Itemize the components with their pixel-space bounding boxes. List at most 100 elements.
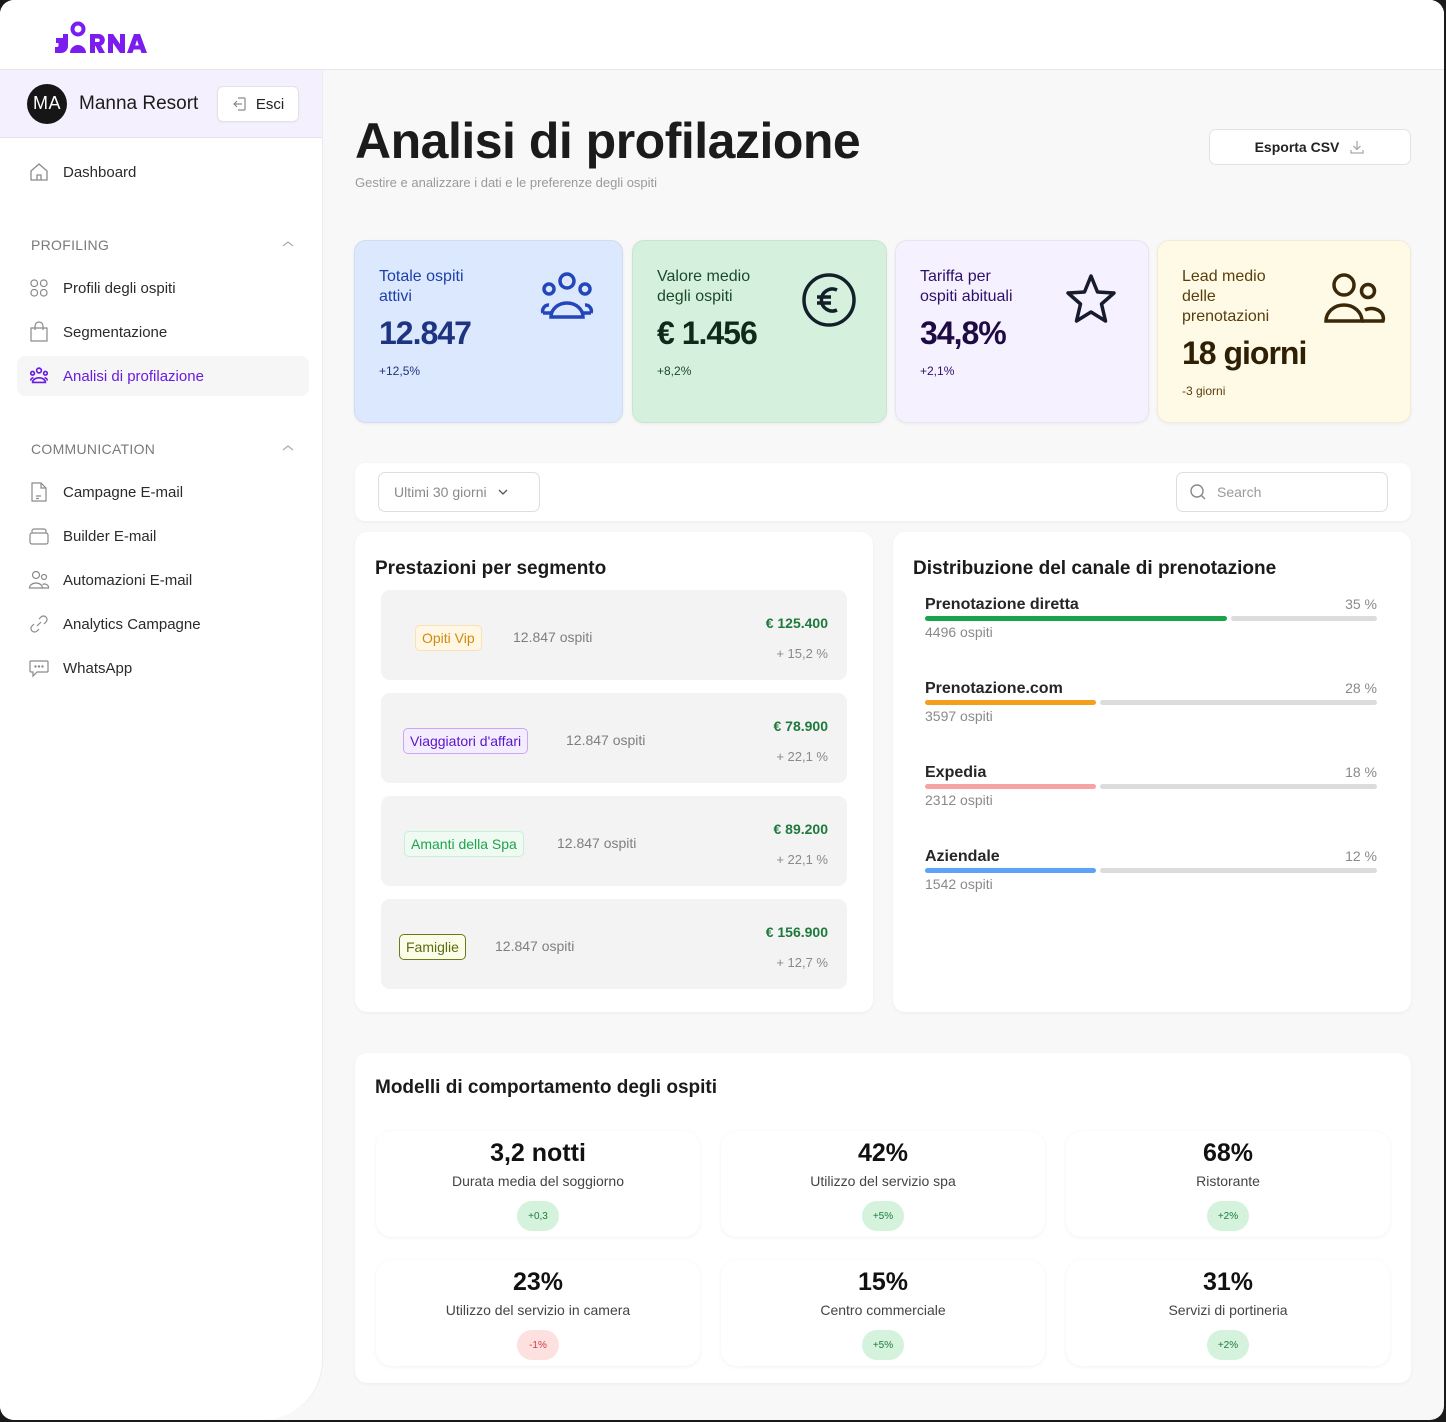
behavior-delta-badge: +0,3 (517, 1201, 559, 1231)
sidebar: MA Manna Resort Esci Dashboard PROFILING… (0, 70, 323, 1420)
segment-amount: € 78.900 (773, 718, 829, 734)
users-icon (27, 568, 51, 592)
channel-guests: 1542 ospiti (925, 876, 993, 892)
kpi-value: 12.847 (379, 315, 472, 351)
section-header-profiling: PROFILING (31, 237, 110, 253)
shopping-bag-icon (27, 320, 51, 344)
search-input[interactable]: Search (1176, 472, 1388, 512)
behavior-value: 68% (1202, 1139, 1254, 1167)
chevron-up-icon[interactable] (281, 443, 295, 453)
behavior-stat: 3,2 notti Durata media del soggiorno +0,… (376, 1131, 700, 1237)
search-icon (1190, 484, 1206, 500)
logout-label: Esci (255, 95, 285, 113)
top-bar (0, 0, 1444, 70)
users-group-icon (27, 364, 51, 388)
behavior-value: 23% (512, 1268, 564, 1296)
channel-percent: 28 % (1345, 680, 1377, 696)
kpi-label: Valore medio degli ospiti (657, 268, 751, 305)
channel-name: Aziendale (925, 848, 1000, 865)
account-name: Manna Resort (79, 92, 199, 114)
jorna-logo[interactable] (54, 20, 158, 54)
segment-row[interactable]: Viaggiatori d'affari 12.847 ospiti € 78.… (381, 693, 847, 783)
segment-performance-card: Prestazioni per segmento Opiti Vip 12.84… (355, 532, 873, 1012)
logout-button[interactable]: Esci (217, 86, 299, 122)
segment-row[interactable]: Famiglie 12.847 ospiti € 156.900 + 12,7 … (381, 899, 847, 989)
sidebar-item-automazioni-email[interactable]: Automazioni E-mail (17, 560, 309, 600)
channel-guests: 3597 ospiti (925, 708, 993, 724)
behavior-label: Servizi di portineria (1168, 1302, 1288, 1318)
behavior-delta-badge: -1% (517, 1330, 559, 1360)
behavior-value: 31% (1202, 1268, 1254, 1296)
behavior-stat: 15% Centro commerciale +5% (721, 1260, 1045, 1366)
channel-percent: 12 % (1345, 848, 1377, 864)
archive-icon (27, 524, 51, 548)
chevron-up-icon[interactable] (281, 239, 295, 249)
export-csv-button[interactable]: Esporta CSV (1209, 129, 1411, 165)
guest-behavior-card: Modelli di comportamento degli ospiti 3,… (355, 1053, 1411, 1383)
users-icon (1324, 273, 1386, 323)
segment-row[interactable]: Amanti della Spa 12.847 ospiti € 89.200 … (381, 796, 847, 886)
sidebar-item-analytics-campagne[interactable]: Analytics Campagne (17, 604, 309, 644)
sidebar-item-label: Profili degli ospiti (63, 279, 176, 297)
kpi-value: 18 giorni (1182, 335, 1307, 371)
sidebar-item-label: WhatsApp (63, 659, 133, 677)
grid-icon (27, 276, 51, 300)
segment-change: + 22,1 % (776, 852, 828, 867)
kpi-label: Totale ospiti attivi (379, 268, 464, 305)
sidebar-item-builder-email[interactable]: Builder E-mail (17, 516, 309, 556)
period-dropdown[interactable]: Ultimi 30 giorni (378, 472, 540, 512)
account-bar: MA Manna Resort Esci (0, 70, 322, 138)
chat-icon (27, 656, 51, 680)
kpi-card-returning-rate: Tariffa per ospiti abituali 34,8% +2,1% (895, 240, 1149, 423)
behavior-value: 3,2 notti (490, 1139, 586, 1167)
channel-name: Prenotazione.com (925, 680, 1063, 697)
kpi-card-lead-time: Lead medio delle prenotazioni 18 giorni -3… (1157, 240, 1411, 423)
behavior-delta-badge: +5% (862, 1330, 904, 1360)
euro-circle-icon (802, 273, 856, 327)
sidebar-item-label: Analytics Campagne (63, 615, 201, 633)
sidebar-item-segmentazione[interactable]: Segmentazione (17, 312, 309, 352)
behavior-label: Utilizzo del servizio spa (810, 1173, 956, 1189)
behavior-label: Utilizzo del servizio in camera (445, 1302, 631, 1318)
segment-tag: Viaggiatori d'affari (403, 728, 529, 754)
segment-tag: Opiti Vip (415, 625, 482, 651)
sidebar-item-campagne-email[interactable]: Campagne E-mail (17, 472, 309, 512)
behavior-value: 42% (857, 1139, 909, 1167)
segment-amount: € 89.200 (773, 821, 829, 837)
kpi-label: Tariffa per ospiti abituali (920, 268, 1013, 305)
segment-row[interactable]: Opiti Vip 12.847 ospiti € 125.400 + 15,2… (381, 590, 847, 680)
card-title: Modelli di comportamento degli ospiti (375, 1077, 718, 1098)
channel-name: Prenotazione diretta (925, 596, 1079, 613)
behavior-stat: 68% Ristorante +2% (1066, 1131, 1390, 1237)
sidebar-item-profili-ospiti[interactable]: Profili degli ospiti (17, 268, 309, 308)
search-placeholder: Search (1217, 484, 1262, 500)
segment-change: + 15,2 % (776, 646, 828, 661)
segment-amount: € 125.400 (765, 615, 828, 631)
sidebar-item-whatsapp[interactable]: WhatsApp (17, 648, 309, 688)
kpi-card-total-guests: Totale ospiti attivi 12.847 +12,5% (354, 240, 623, 423)
channel-progress-bar (925, 700, 1377, 705)
main-content: Analisi di profilazione Gestire e analiz… (324, 70, 1444, 1420)
channel-guests: 4496 ospiti (925, 624, 993, 640)
star-icon (1066, 274, 1116, 323)
channel-progress-bar (925, 616, 1377, 621)
behavior-delta-badge: +2% (1207, 1201, 1249, 1231)
sidebar-item-dashboard[interactable]: Dashboard (17, 152, 309, 192)
kpi-label: Lead medio delle prenotazioni (1182, 268, 1270, 325)
logout-icon (232, 97, 246, 111)
download-icon (1350, 141, 1365, 154)
behavior-delta-badge: +5% (862, 1201, 904, 1231)
behavior-stat: 23% Utilizzo del servizio in camera -1% (376, 1260, 700, 1366)
channel-percent: 18 % (1345, 764, 1377, 780)
segment-amount: € 156.900 (765, 924, 828, 940)
channel-progress-bar (925, 784, 1377, 789)
avatar[interactable]: MA (27, 83, 67, 124)
sidebar-item-analisi-profilazione[interactable]: Analisi di profilazione (17, 356, 309, 396)
filter-bar: Ultimi 30 giorni Search (355, 463, 1411, 521)
segment-tag: Famiglie (399, 934, 466, 960)
document-icon (27, 480, 51, 504)
behavior-delta-badge: +2% (1207, 1330, 1249, 1360)
behavior-label: Durata media del soggiorno (452, 1173, 624, 1189)
sidebar-item-label: Segmentazione (63, 323, 168, 341)
